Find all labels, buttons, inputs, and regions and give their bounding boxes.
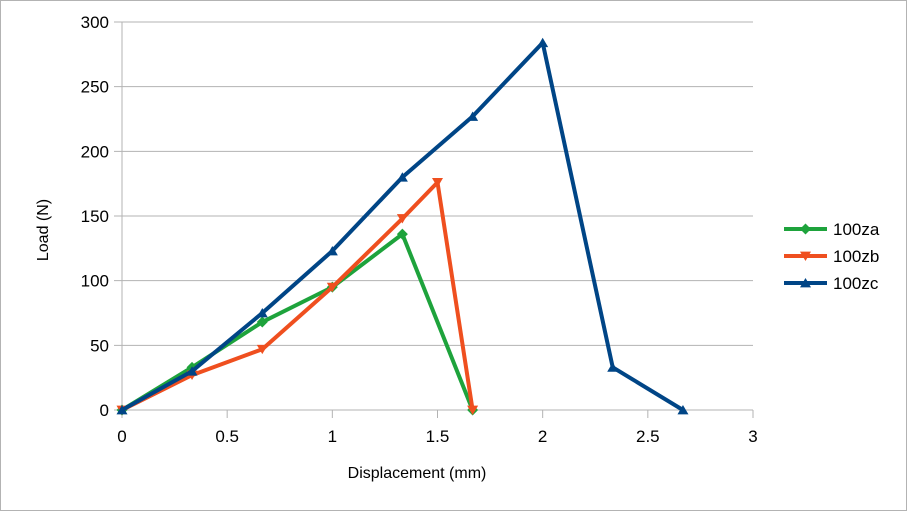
legend-item-100za: 100za bbox=[784, 220, 880, 239]
y-tick-label: 0 bbox=[100, 401, 109, 420]
y-tick-label: 250 bbox=[81, 78, 109, 97]
data-point-100za bbox=[256, 316, 268, 328]
data-point-100zc bbox=[116, 405, 128, 415]
legend-item-100zc: 100zc bbox=[784, 274, 879, 293]
legend-label: 100zc bbox=[833, 274, 879, 293]
y-tick-label: 50 bbox=[90, 336, 109, 355]
legend-marker bbox=[800, 278, 811, 288]
legend-label: 100zb bbox=[833, 247, 879, 266]
series-line-100za bbox=[120, 232, 475, 412]
x-tick-label: 2 bbox=[538, 427, 547, 446]
legend-label: 100za bbox=[833, 220, 880, 239]
legend-item-100zb: 100zb bbox=[784, 247, 879, 266]
axes bbox=[121, 22, 754, 418]
data-point-100zb bbox=[467, 405, 479, 415]
data-point-100zb bbox=[432, 177, 443, 188]
data-point-100zc bbox=[677, 405, 689, 415]
data-point-100zc bbox=[256, 308, 268, 318]
x-tick-label: 1 bbox=[328, 427, 337, 446]
y-tick-label: 150 bbox=[81, 207, 109, 226]
x-tick-label: 0.5 bbox=[215, 427, 239, 446]
data-point-100zc bbox=[396, 172, 408, 182]
legend-marker bbox=[800, 251, 811, 261]
x-tick-label: 0 bbox=[117, 427, 126, 446]
y-tick-label: 200 bbox=[81, 142, 109, 161]
series-lines bbox=[116, 37, 689, 416]
y-tick-label: 300 bbox=[81, 13, 109, 32]
tick-labels: 0 50 100 150 200 250 300 0 0.5 1 1.5 2 2.5 3 bbox=[81, 13, 758, 446]
data-point-100zb bbox=[326, 282, 338, 293]
legend: 100za 100zb 100zc bbox=[784, 220, 880, 293]
series-line-100zc bbox=[121, 40, 684, 412]
data-point-100zc bbox=[467, 111, 479, 121]
data-point-100zc bbox=[537, 37, 549, 48]
data-point-100zb bbox=[256, 344, 268, 355]
x-axis-title: Displacement (mm) bbox=[348, 465, 487, 482]
data-point-100zc bbox=[186, 366, 198, 376]
series-100zc bbox=[116, 37, 689, 415]
data-point-100zb bbox=[396, 214, 408, 224]
y-axis-title: Load (N) bbox=[35, 199, 52, 261]
x-tick-label: 1.5 bbox=[426, 427, 450, 446]
gridlines bbox=[114, 21, 753, 411]
x-tick-label: 3 bbox=[748, 427, 757, 446]
y-tick-label: 100 bbox=[81, 272, 109, 291]
data-point-100zc bbox=[607, 362, 619, 372]
data-point-100za bbox=[396, 228, 408, 240]
x-tick-label: 2.5 bbox=[636, 427, 660, 446]
data-point-100zc bbox=[326, 245, 338, 256]
legend-marker bbox=[800, 223, 811, 235]
